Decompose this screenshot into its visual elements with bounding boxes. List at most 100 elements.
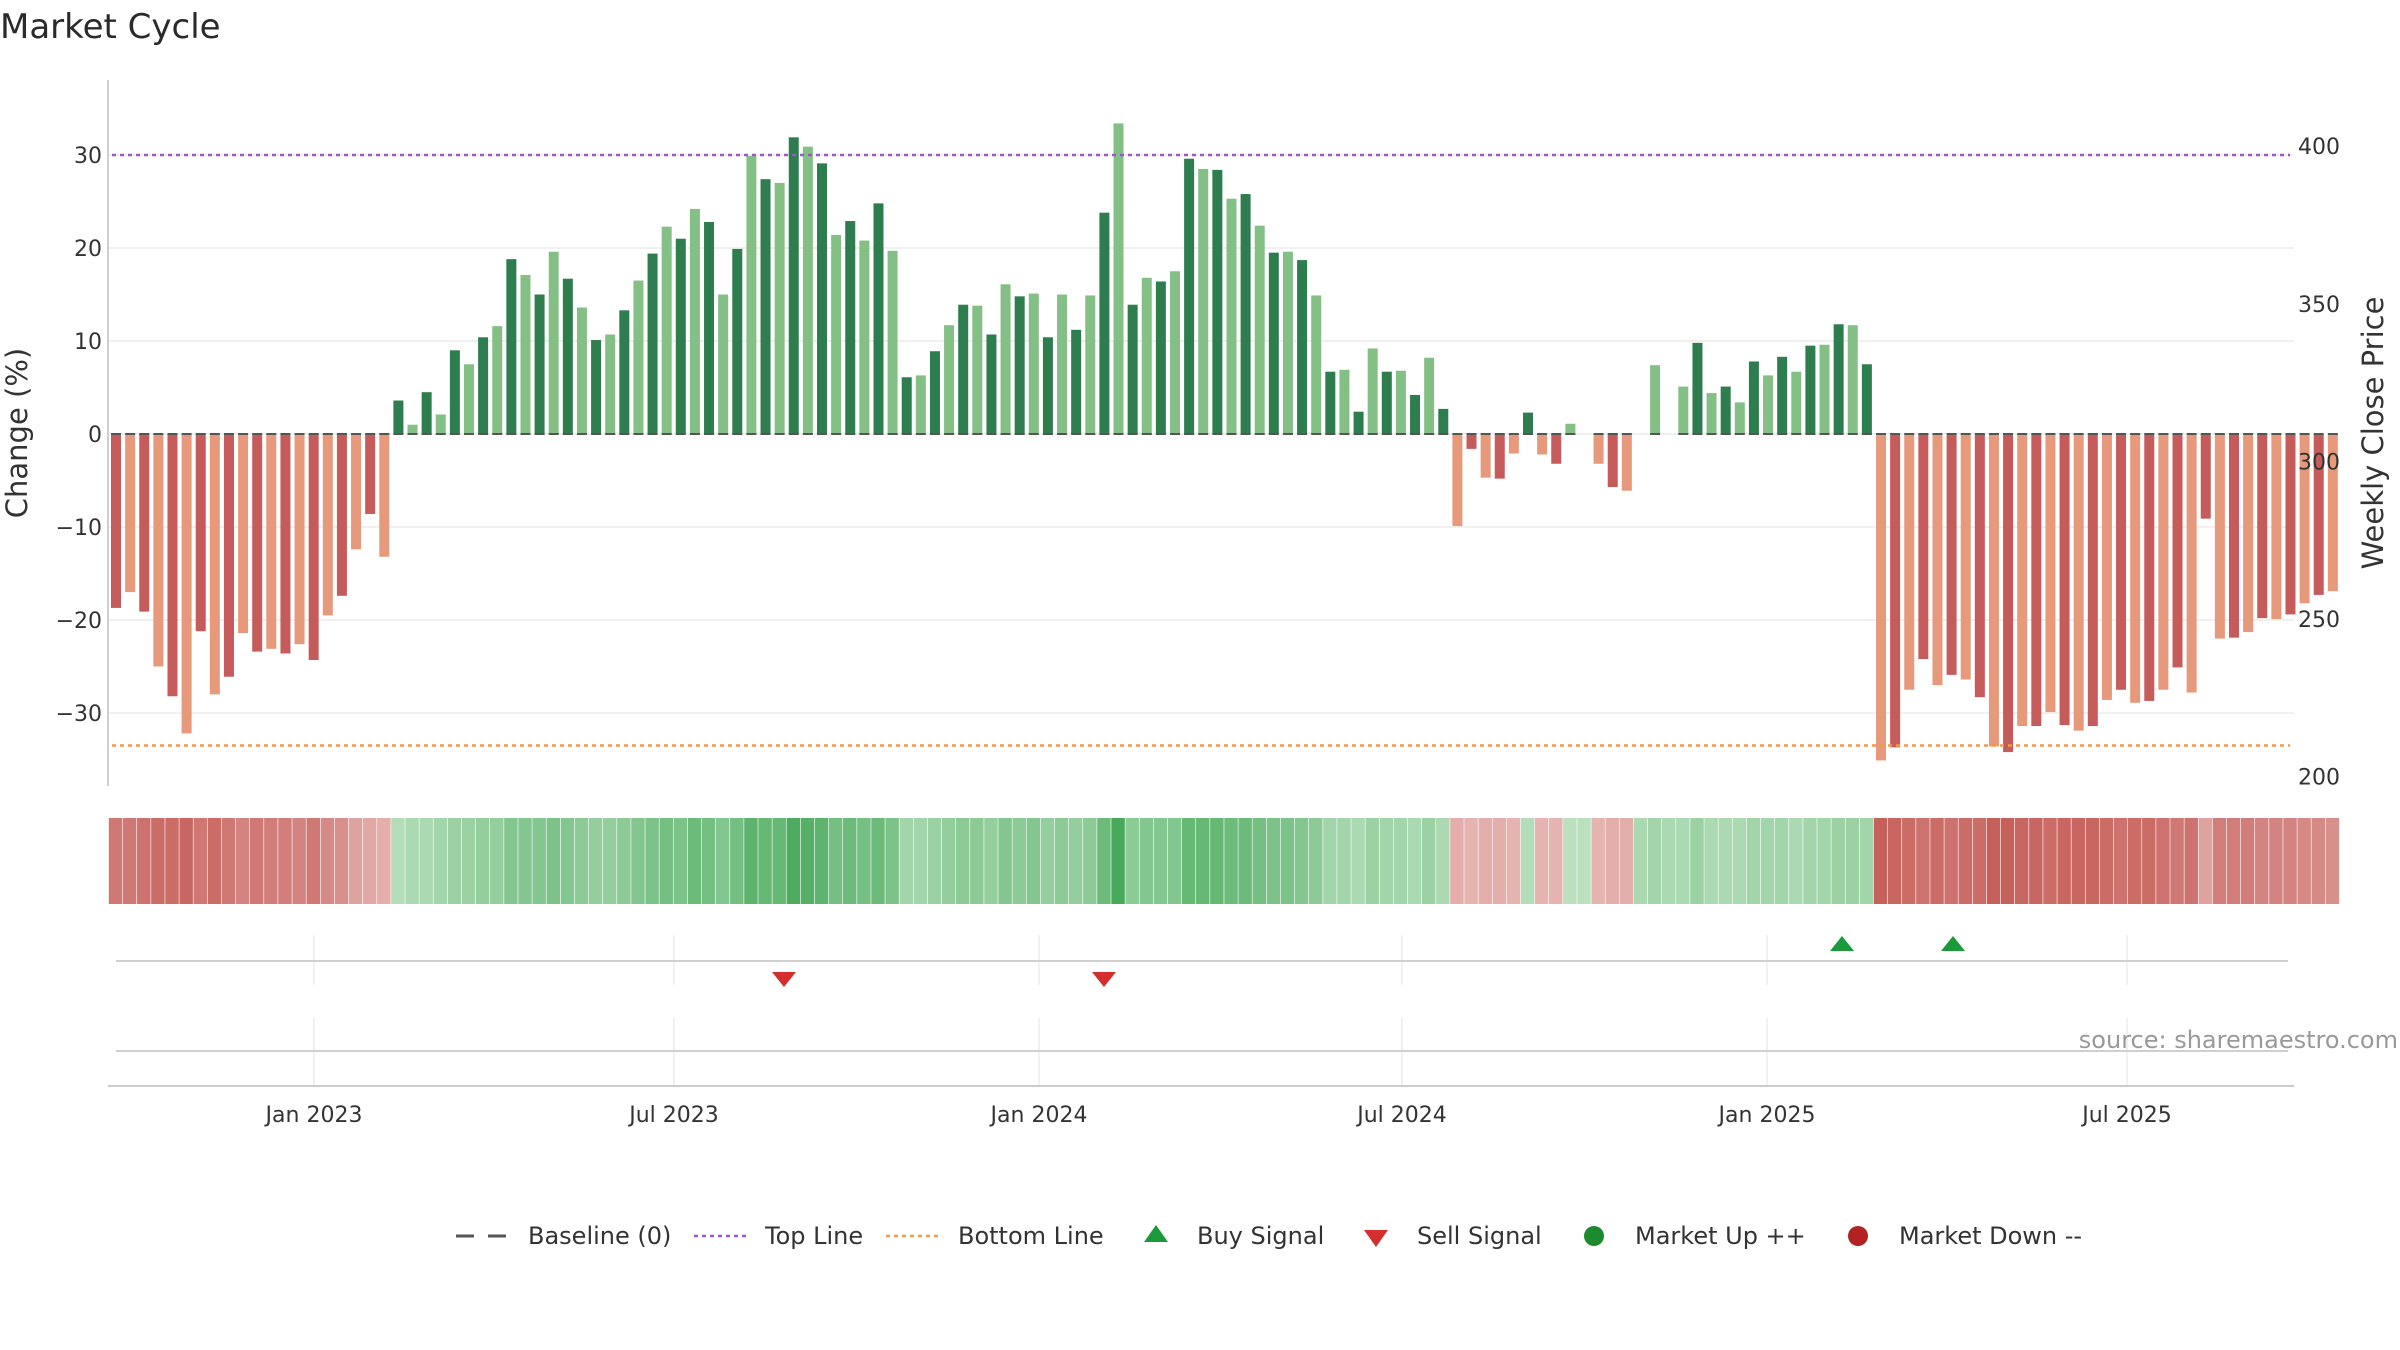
strip-cell-132 bbox=[1972, 818, 1987, 904]
strip-cell-64 bbox=[1012, 818, 1026, 904]
strip-cell-117 bbox=[1760, 818, 1775, 904]
bar-55 bbox=[887, 250, 898, 434]
bar-143 bbox=[2130, 434, 2141, 703]
bar-96 bbox=[1466, 434, 1477, 449]
bar-120 bbox=[1805, 345, 1816, 434]
bar-7 bbox=[209, 434, 220, 695]
bar-105 bbox=[1593, 434, 1604, 464]
y-right-tick-label-4: 400 bbox=[2298, 135, 2340, 160]
strip-cell-90 bbox=[1379, 818, 1394, 904]
signal-panel bbox=[116, 935, 2288, 987]
bar-1 bbox=[125, 434, 136, 593]
legend-swatch-5 bbox=[1584, 1226, 1604, 1246]
bar-69 bbox=[1085, 295, 1096, 434]
strip-cell-20 bbox=[391, 818, 405, 904]
strip-cell-25 bbox=[461, 818, 476, 904]
strip-cell-148 bbox=[2198, 818, 2213, 904]
legend-label-3: Buy Signal bbox=[1197, 1222, 1324, 1250]
bar-94 bbox=[1438, 408, 1449, 434]
strip-cell-114 bbox=[1718, 818, 1732, 904]
strip-cell-36 bbox=[617, 818, 631, 904]
bar-87 bbox=[1339, 369, 1350, 434]
bar-12 bbox=[280, 434, 291, 654]
bar-73 bbox=[1141, 277, 1152, 434]
bar-38 bbox=[647, 253, 658, 434]
bar-76 bbox=[1184, 158, 1195, 434]
strip-cell-41 bbox=[687, 818, 702, 904]
strip-cell-45 bbox=[744, 818, 758, 904]
sell-signal-marker-1 bbox=[1092, 972, 1116, 987]
strip-cell-80 bbox=[1238, 818, 1252, 904]
strip-cell-111 bbox=[1676, 818, 1690, 904]
bar-10 bbox=[252, 434, 263, 652]
strip-cell-149 bbox=[2212, 818, 2227, 904]
strip-cell-39 bbox=[659, 818, 673, 904]
legend-swatch-6 bbox=[1848, 1226, 1868, 1246]
bar-71 bbox=[1113, 123, 1124, 434]
strip-cell-98 bbox=[1492, 818, 1507, 904]
x-tick-label-3: Jul 2024 bbox=[1355, 1103, 1447, 1128]
strip-cell-155 bbox=[2297, 818, 2311, 904]
legend: Baseline (0) Top Line Bottom Line Buy Signa… bbox=[456, 1222, 2082, 1250]
bar-33 bbox=[576, 307, 587, 434]
strip-cell-72 bbox=[1125, 818, 1139, 904]
strip-cell-51 bbox=[828, 818, 843, 904]
legend-label-5: Market Up ++ bbox=[1635, 1222, 1806, 1250]
strip-cell-10 bbox=[250, 818, 264, 904]
bar-84 bbox=[1297, 260, 1308, 434]
strip-cell-50 bbox=[814, 818, 829, 904]
market-panel bbox=[116, 1018, 2288, 1086]
bar-113 bbox=[1706, 393, 1717, 434]
bar-82 bbox=[1268, 252, 1279, 434]
strip-cell-150 bbox=[2226, 818, 2241, 904]
strip-cell-75 bbox=[1167, 818, 1182, 904]
strip-cell-69 bbox=[1083, 818, 1097, 904]
strip-cell-86 bbox=[1323, 818, 1337, 904]
legend-label-2: Bottom Line bbox=[958, 1222, 1104, 1250]
bar-15 bbox=[322, 434, 333, 616]
x-tick-label-0: Jan 2023 bbox=[264, 1103, 363, 1128]
strip-cell-146 bbox=[2170, 818, 2184, 904]
strip-cell-43 bbox=[715, 818, 730, 904]
strip-cell-104 bbox=[1577, 818, 1591, 904]
legend-swatch-3 bbox=[1144, 1225, 1168, 1242]
bar-11 bbox=[266, 434, 277, 649]
strip-cell-126 bbox=[1887, 818, 1902, 904]
strip-cell-152 bbox=[2255, 818, 2269, 904]
bar-17 bbox=[351, 434, 362, 550]
strip-cell-44 bbox=[730, 818, 744, 904]
strip-cell-95 bbox=[1450, 818, 1464, 904]
x-tick-label-1: Jul 2023 bbox=[627, 1103, 719, 1128]
bar-129 bbox=[1932, 434, 1943, 686]
bar-8 bbox=[223, 434, 234, 677]
bar-57 bbox=[915, 375, 926, 434]
bar-74 bbox=[1155, 281, 1166, 434]
bar-95 bbox=[1452, 434, 1463, 527]
bar-45 bbox=[746, 155, 757, 434]
strip-cell-23 bbox=[433, 818, 448, 904]
bar-48 bbox=[788, 137, 799, 434]
strip-cell-143 bbox=[2127, 818, 2142, 904]
strip-cell-73 bbox=[1139, 818, 1154, 904]
bar-51 bbox=[831, 234, 842, 434]
strip-cell-122 bbox=[1831, 818, 1845, 904]
legend-swatch-4 bbox=[1364, 1230, 1388, 1247]
strip-cell-26 bbox=[475, 818, 490, 904]
bar-101 bbox=[1537, 434, 1548, 455]
y-right-tick-label-3: 350 bbox=[2298, 293, 2340, 318]
strip-cell-71 bbox=[1111, 818, 1125, 904]
strip-cell-112 bbox=[1690, 818, 1704, 904]
strip-cell-67 bbox=[1054, 818, 1069, 904]
strip-cell-100 bbox=[1520, 818, 1535, 904]
legend-label-0: Baseline (0) bbox=[528, 1222, 671, 1250]
bar-79 bbox=[1226, 198, 1237, 434]
bar-98 bbox=[1494, 434, 1505, 479]
strip-cell-27 bbox=[490, 818, 504, 904]
strip-cell-129 bbox=[1930, 818, 1944, 904]
bar-89 bbox=[1367, 348, 1378, 434]
strip-cell-1 bbox=[122, 818, 137, 904]
bar-99 bbox=[1508, 434, 1519, 454]
strip-cell-62 bbox=[984, 818, 998, 904]
bar-61 bbox=[972, 305, 983, 434]
